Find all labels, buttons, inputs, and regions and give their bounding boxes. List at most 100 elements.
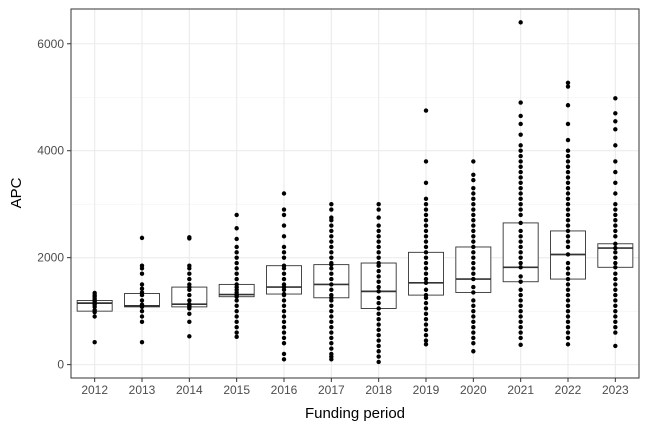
point-2022: [565, 266, 571, 271]
point-2021: [518, 319, 523, 325]
point-2020: [471, 207, 476, 212]
point-2021: [518, 132, 523, 137]
point-2018: [376, 327, 381, 333]
point-2022: [565, 223, 571, 228]
point-2021: [518, 20, 523, 25]
point-2022: [565, 276, 571, 282]
point-2023: [613, 324, 618, 330]
point-2019: [423, 287, 429, 292]
point-2020: [471, 177, 476, 183]
point-2015: [234, 319, 239, 325]
point-2022: [565, 191, 571, 196]
point-2019: [423, 327, 429, 333]
point-2023: [613, 319, 618, 325]
point-2018: [376, 338, 381, 343]
point-2018: [376, 311, 381, 317]
point-2023: [613, 260, 618, 266]
point-2019: [423, 244, 429, 250]
point-2018: [376, 234, 381, 239]
point-2023: [613, 245, 618, 251]
point-2020: [471, 266, 476, 271]
point-2023: [613, 265, 618, 270]
point-2021: [518, 143, 523, 148]
point-2022: [565, 137, 571, 143]
point-2020: [471, 196, 476, 202]
point-2020: [471, 191, 476, 196]
point-2021: [518, 255, 523, 260]
point-2019: [423, 201, 429, 207]
point-2021: [518, 212, 523, 218]
y-tick-label: 0: [57, 358, 64, 372]
point-2020: [471, 244, 476, 250]
point-2018: [376, 279, 381, 284]
point-2021: [518, 308, 523, 314]
point-2022: [565, 244, 571, 250]
point-2013: [139, 314, 145, 319]
point-2023: [613, 343, 618, 349]
point-2013: [139, 302, 145, 307]
point-2021: [518, 180, 523, 186]
point-2013: [139, 319, 145, 325]
point-2015: [234, 236, 239, 242]
point-2020: [471, 271, 476, 276]
x-tick-label: 2015: [223, 383, 250, 397]
point-2015: [234, 308, 239, 314]
point-2023: [613, 96, 618, 101]
point-2021: [518, 201, 523, 207]
x-tick-label: 2021: [507, 383, 534, 397]
point-2014: [187, 311, 192, 317]
point-2016: [281, 314, 287, 319]
point-2023: [613, 308, 618, 314]
point-2021: [518, 250, 523, 255]
point-2023: [613, 314, 618, 319]
point-2018: [376, 201, 381, 207]
point-2017: [329, 319, 334, 325]
point-2021: [518, 303, 523, 309]
point-2015: [234, 226, 239, 231]
point-2021: [518, 292, 523, 298]
point-2017: [329, 314, 334, 319]
point-2022: [565, 180, 571, 186]
point-2016: [281, 276, 287, 282]
point-2021: [518, 244, 523, 250]
point-2019: [423, 292, 429, 298]
point-2023: [613, 218, 618, 223]
point-2019: [423, 239, 429, 244]
point-2022: [565, 212, 571, 218]
point-2013: [139, 263, 145, 268]
point-2015: [234, 244, 239, 250]
point-2017: [329, 201, 334, 207]
point-2022: [565, 159, 571, 164]
point-2012: [92, 307, 97, 313]
point-2021: [518, 175, 523, 180]
point-2014: [187, 282, 192, 287]
point-2023: [613, 303, 618, 309]
point-2022: [565, 201, 571, 207]
point-2018: [376, 255, 381, 260]
point-2021: [518, 228, 523, 234]
point-2022: [565, 303, 571, 309]
point-2020: [471, 349, 476, 354]
data-points: [92, 20, 618, 365]
point-2022: [565, 153, 571, 159]
point-2017: [329, 276, 334, 282]
point-2021: [518, 260, 523, 266]
point-2023: [613, 250, 618, 255]
point-2022: [565, 121, 571, 127]
point-2021: [518, 207, 523, 212]
point-2014: [187, 319, 192, 325]
point-2016: [281, 357, 287, 362]
x-tick-label: 2018: [365, 383, 392, 397]
point-2018: [376, 349, 381, 354]
point-2017: [329, 303, 334, 309]
point-2016: [281, 250, 287, 255]
point-2012: [92, 290, 97, 296]
point-2017: [329, 215, 334, 220]
point-2016: [281, 244, 287, 250]
point-2023: [613, 180, 618, 186]
point-2016: [281, 324, 287, 330]
point-2021: [518, 220, 523, 226]
point-2022: [565, 80, 571, 86]
y-tick-label: 2000: [37, 251, 64, 265]
point-2014: [187, 298, 192, 303]
